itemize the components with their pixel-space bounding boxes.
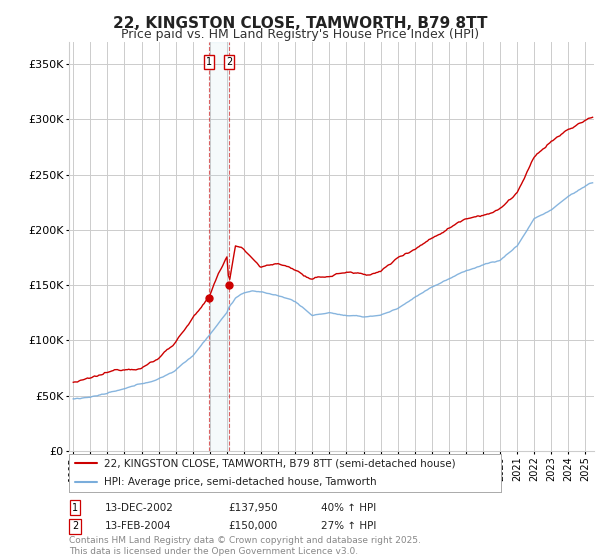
Text: 40% ↑ HPI: 40% ↑ HPI [321,503,376,513]
Text: 1: 1 [72,503,78,513]
Text: £150,000: £150,000 [228,521,277,531]
Text: 13-DEC-2002: 13-DEC-2002 [105,503,174,513]
Text: 27% ↑ HPI: 27% ↑ HPI [321,521,376,531]
Bar [209,42,229,451]
Text: 22, KINGSTON CLOSE, TAMWORTH, B79 8TT: 22, KINGSTON CLOSE, TAMWORTH, B79 8TT [113,16,487,31]
Text: £137,950: £137,950 [228,503,278,513]
Text: 13-FEB-2004: 13-FEB-2004 [105,521,172,531]
Text: 1: 1 [206,57,212,67]
Text: 2: 2 [72,521,78,531]
Text: 22, KINGSTON CLOSE, TAMWORTH, B79 8TT (semi-detached house): 22, KINGSTON CLOSE, TAMWORTH, B79 8TT (s… [104,458,455,468]
Text: 2: 2 [226,57,232,67]
Text: Contains HM Land Registry data © Crown copyright and database right 2025.
This d: Contains HM Land Registry data © Crown c… [69,536,421,556]
Text: Price paid vs. HM Land Registry's House Price Index (HPI): Price paid vs. HM Land Registry's House … [121,28,479,41]
Text: HPI: Average price, semi-detached house, Tamworth: HPI: Average price, semi-detached house,… [104,477,376,487]
